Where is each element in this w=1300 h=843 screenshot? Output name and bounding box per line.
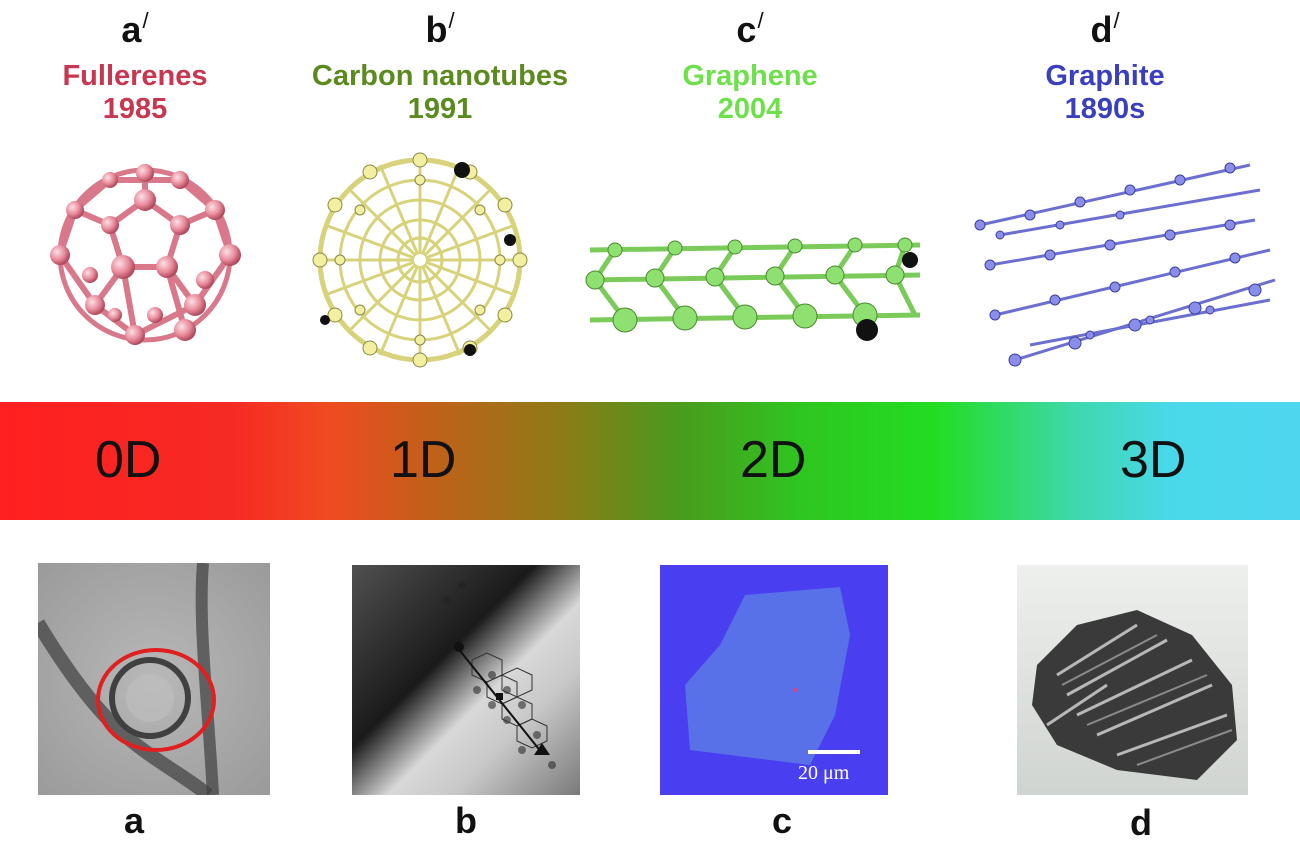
discovery-year: 1890s (1064, 93, 1146, 125)
fullerene-model (50, 164, 241, 345)
panel-letter-b: b (455, 800, 477, 841)
dimension-label-0d: 0D (95, 431, 162, 489)
tem-image-fullerene (38, 563, 270, 795)
photo-graphite-mineral (1017, 565, 1248, 795)
stm-image-nanotube (352, 565, 580, 795)
panel-letter-c-prime: c/ (736, 8, 764, 50)
nanotube-model (312, 152, 528, 368)
optical-image-graphene: 20 μm (660, 565, 888, 795)
graphite-model (974, 162, 1276, 367)
dimensionality-band (0, 402, 1300, 520)
column-graphite: d/ Graphite 1890s (1005, 10, 1205, 126)
column-graphene: c/ Graphene 2004 (645, 10, 855, 126)
material-name: Graphene (682, 60, 818, 92)
panel-letter-a-prime: a/ (121, 8, 149, 50)
highlight-circle (96, 648, 216, 752)
material-name: Fullerenes (62, 60, 208, 92)
column-fullerenes: a/ Fullerenes 1985 (30, 10, 240, 126)
dimension-label-2d: 2D (740, 431, 807, 489)
dimension-label-3d: 3D (1120, 431, 1187, 489)
graphene-model (585, 237, 921, 341)
material-name: Graphite (1045, 60, 1165, 92)
panel-letter-c: c (772, 800, 793, 841)
dimension-label-1d: 1D (390, 431, 457, 489)
panel-letter-a: a (124, 800, 145, 841)
discovery-year: 1991 (407, 93, 473, 125)
column-carbon-nanotubes: b/ Carbon nanotubes 1991 (275, 10, 605, 126)
material-name: Carbon nanotubes (311, 60, 569, 92)
discovery-year: 1985 (102, 93, 168, 125)
panel-letter-d-prime: d/ (1090, 8, 1120, 50)
scale-bar-label: 20 μm (798, 762, 850, 784)
panel-letter-b-prime: b/ (425, 8, 455, 50)
panel-letter-d: d (1130, 802, 1152, 843)
discovery-year: 2004 (717, 93, 783, 125)
